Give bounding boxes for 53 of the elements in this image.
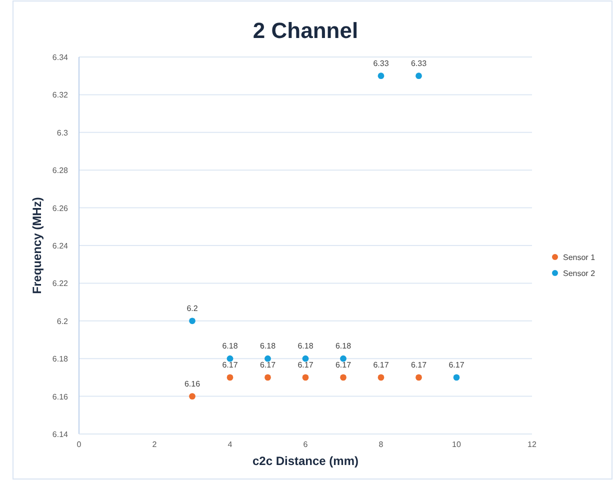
y-tick-label: 6.34 [52,53,69,62]
data-label: 6.17 [335,360,352,370]
point [416,374,422,381]
point [264,355,271,362]
y-tick-label: 6.26 [52,204,69,213]
data-label: 6.17 [222,360,238,370]
x-tick-label: 8 [378,440,384,449]
data-label: 6.18 [298,342,314,351]
point [302,355,309,362]
data-label: 6.17 [410,360,428,370]
data-label: 6.17 [448,360,465,370]
point [189,393,196,400]
x-axis-title: c2c Distance (mm) [252,454,359,468]
point [340,355,346,362]
point [416,72,422,80]
point [378,72,384,80]
y-tick-label: 6.22 [52,279,69,288]
data-label: 6.33 [373,58,390,68]
y-tick-label: 6.16 [52,392,69,402]
data-label: 6.17 [373,360,390,370]
point [226,355,234,362]
data-label: 6.16 [184,379,201,388]
point [378,374,384,381]
data-label: 6.17 [298,360,314,370]
y-tick-label: 6.3 [56,128,69,138]
y-tick-label: 6.18 [52,354,69,364]
data-label: 6.33 [410,58,428,68]
x-tick-label: 6 [303,440,308,449]
y-tick-label: 6.28 [52,166,69,176]
point [340,374,346,381]
chart-title: 2 Channel [252,18,358,43]
data-label: 6.17 [260,360,276,370]
point [226,374,234,381]
data-label: 6.18 [260,342,276,351]
data-label: 6.2 [186,304,198,313]
legend-label: Sensor 2 [563,269,596,278]
y-tick-label: 6.14 [52,430,69,439]
y-tick-label: 6.32 [52,90,69,100]
y-axis-title: Frequency (MHz) [30,197,44,294]
data-label: 6.18 [335,342,352,351]
x-tick-label: 4 [228,440,233,449]
point [453,374,460,381]
x-tick-label: 10 [452,440,462,449]
point [302,374,309,381]
x-tick-label: 12 [528,440,537,449]
x-tick-label: 0 [76,440,82,449]
point [264,374,271,381]
legend-label: Sensor 1 [563,253,596,262]
y-tick-label: 6.24 [52,242,69,250]
point [189,318,196,324]
x-tick-label: 2 [152,440,158,449]
y-tick-label: 6.2 [56,316,69,326]
data-label: 6.18 [222,342,238,351]
